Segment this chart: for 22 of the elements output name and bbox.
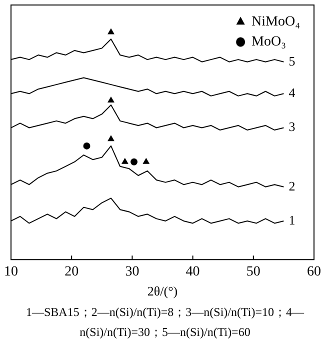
point <box>83 142 90 150</box>
series-label: 2 <box>288 178 296 194</box>
text: 1—SBA15；2—n(Si)/n(Ti)=8；3—n(Si)/n(Ti)=10；4—n(Si)/n(Ti)=30；5—n(Si)/n(Ti)=60 <box>24 304 306 341</box>
x-tick-label: 50 <box>246 264 260 280</box>
point <box>143 158 150 164</box>
series-label: 5 <box>288 53 296 68</box>
x-tick-label: 10 <box>4 264 18 280</box>
point <box>108 28 114 34</box>
x-tick-label: 60 <box>307 264 321 280</box>
point <box>108 96 114 102</box>
series-label: 4 <box>288 85 296 100</box>
x-tick-label: 40 <box>186 264 200 280</box>
x-tick-label: 30 <box>125 264 140 280</box>
series-label: 3 <box>288 119 296 134</box>
x-axis-title: 2θ/(°) <box>147 284 178 299</box>
legend-label: NiMoO₄ <box>252 14 300 30</box>
point <box>130 158 138 166</box>
x-tick-label: 20 <box>64 264 79 280</box>
point <box>122 158 128 164</box>
point <box>108 136 114 142</box>
legend-label: MoO₃ <box>252 34 286 50</box>
series-label: 1 <box>288 212 296 228</box>
